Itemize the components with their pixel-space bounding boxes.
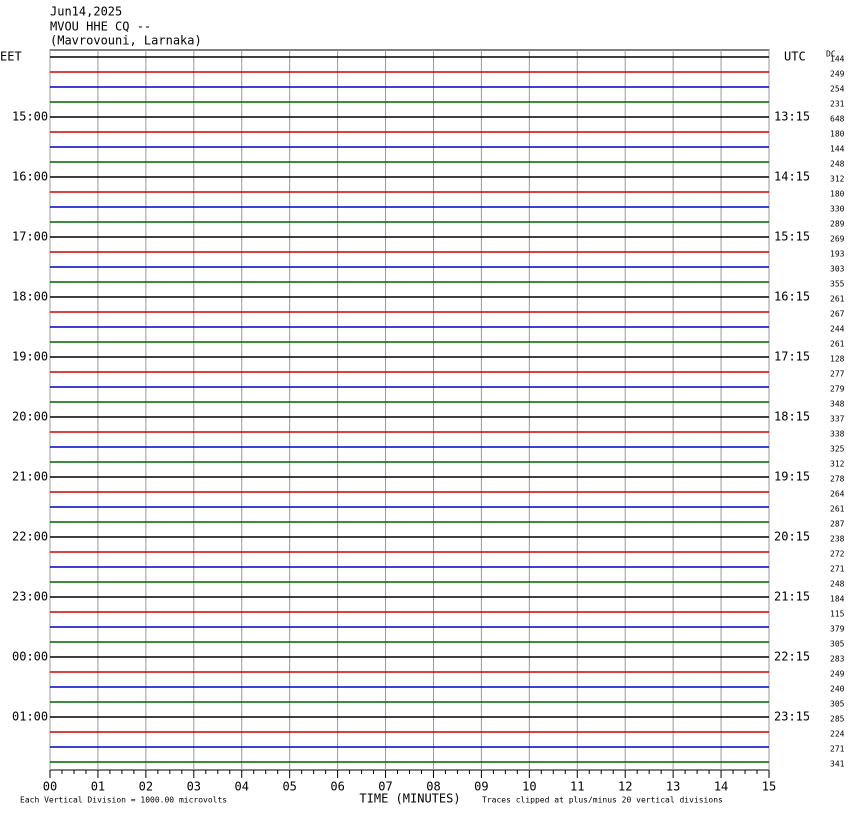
dc-value: 325 xyxy=(830,445,845,454)
x-tick-label: 03 xyxy=(187,780,201,794)
right-time-label: 16:15 xyxy=(774,290,810,304)
title-station: MVOU HHE CQ -- xyxy=(50,20,151,34)
right-time-label: 13:15 xyxy=(774,110,810,124)
dc-value: 144 xyxy=(830,55,845,64)
x-tick-label: 07 xyxy=(378,780,392,794)
dc-value: 267 xyxy=(830,310,845,319)
dc-value: 261 xyxy=(830,295,845,304)
right-time-label: 21:15 xyxy=(774,590,810,604)
x-tick-label: 08 xyxy=(426,780,440,794)
dc-value: 184 xyxy=(830,595,845,604)
dc-value: 330 xyxy=(830,205,845,214)
dc-value: 144 xyxy=(830,145,845,154)
dc-value: 279 xyxy=(830,385,845,394)
x-tick-label: 12 xyxy=(618,780,632,794)
dc-value: 341 xyxy=(830,760,845,769)
dc-value: 648 xyxy=(830,115,845,124)
x-tick-label: 14 xyxy=(714,780,728,794)
dc-value: 231 xyxy=(830,100,845,109)
dc-value: 224 xyxy=(830,730,845,739)
dc-value: 249 xyxy=(830,670,845,679)
left-time-label: 16:00 xyxy=(12,170,48,184)
right-time-label: 18:15 xyxy=(774,410,810,424)
x-tick-label: 13 xyxy=(666,780,680,794)
dc-value: 261 xyxy=(830,505,845,514)
dc-value: 248 xyxy=(830,580,845,589)
left-time-label: 18:00 xyxy=(12,290,48,304)
x-tick-label: 05 xyxy=(282,780,296,794)
x-tick-label: 09 xyxy=(474,780,488,794)
dc-value: 115 xyxy=(830,610,845,619)
dc-value: 303 xyxy=(830,265,845,274)
left-time-label: 23:00 xyxy=(12,590,48,604)
dc-value: 289 xyxy=(830,220,845,229)
dc-value: 248 xyxy=(830,160,845,169)
right-time-label: UTC xyxy=(784,50,806,64)
x-tick-label: 02 xyxy=(139,780,153,794)
dc-value: 244 xyxy=(830,325,845,334)
x-tick-label: 00 xyxy=(43,780,57,794)
dc-value: 254 xyxy=(830,85,845,94)
left-time-label: 21:00 xyxy=(12,470,48,484)
dc-value: 193 xyxy=(830,250,845,259)
dc-value: 277 xyxy=(830,370,845,379)
right-time-label: 23:15 xyxy=(774,710,810,724)
x-tick-label: 10 xyxy=(522,780,536,794)
x-tick-label: 11 xyxy=(570,780,584,794)
left-time-label: EET xyxy=(0,50,22,64)
dc-header: DC xyxy=(826,50,836,59)
dc-value: 180 xyxy=(830,130,845,139)
right-time-label: 17:15 xyxy=(774,350,810,364)
note-right: Traces clipped at plus/minus 20 vertical… xyxy=(482,796,723,805)
dc-value: 240 xyxy=(830,685,845,694)
dc-value: 128 xyxy=(830,355,845,364)
left-time-label: 19:00 xyxy=(12,350,48,364)
left-time-label: 01:00 xyxy=(12,710,48,724)
dc-value: 264 xyxy=(830,490,845,499)
title-date: Jun14,2025 xyxy=(50,5,122,19)
dc-value: 285 xyxy=(830,715,845,724)
right-time-label: 15:15 xyxy=(774,230,810,244)
right-time-label: 14:15 xyxy=(774,170,810,184)
dc-value: 287 xyxy=(830,520,845,529)
dc-value: 278 xyxy=(830,475,845,484)
left-time-label: 00:00 xyxy=(12,650,48,664)
right-time-label: 20:15 xyxy=(774,530,810,544)
dc-value: 379 xyxy=(830,625,845,634)
dc-value: 272 xyxy=(830,550,845,559)
dc-value: 312 xyxy=(830,175,845,184)
dc-value: 305 xyxy=(830,700,845,709)
x-tick-label: 06 xyxy=(330,780,344,794)
note-left: Each Vertical Division = 1000.00 microvo… xyxy=(20,796,227,805)
dc-value: 249 xyxy=(830,70,845,79)
dc-value: 238 xyxy=(830,535,845,544)
dc-value: 305 xyxy=(830,640,845,649)
dc-value: 271 xyxy=(830,565,845,574)
dc-value: 271 xyxy=(830,745,845,754)
dc-value: 269 xyxy=(830,235,845,244)
dc-value: 261 xyxy=(830,340,845,349)
x-axis-label: TIME (MINUTES) xyxy=(359,792,460,806)
dc-value: 283 xyxy=(830,655,845,664)
x-tick-label: 04 xyxy=(235,780,249,794)
title-location: (Mavrovouni, Larnaka) xyxy=(50,34,202,48)
x-tick-label: 15 xyxy=(762,780,776,794)
left-time-label: 20:00 xyxy=(12,410,48,424)
dc-value: 355 xyxy=(830,280,845,289)
dc-value: 337 xyxy=(830,415,845,424)
x-tick-label: 01 xyxy=(91,780,105,794)
dc-value: 312 xyxy=(830,460,845,469)
right-time-label: 19:15 xyxy=(774,470,810,484)
dc-value: 338 xyxy=(830,430,845,439)
dc-value: 180 xyxy=(830,190,845,199)
dc-value: 348 xyxy=(830,400,845,409)
right-time-label: 22:15 xyxy=(774,650,810,664)
left-time-label: 22:00 xyxy=(12,530,48,544)
left-time-label: 15:00 xyxy=(12,110,48,124)
left-time-label: 17:00 xyxy=(12,230,48,244)
